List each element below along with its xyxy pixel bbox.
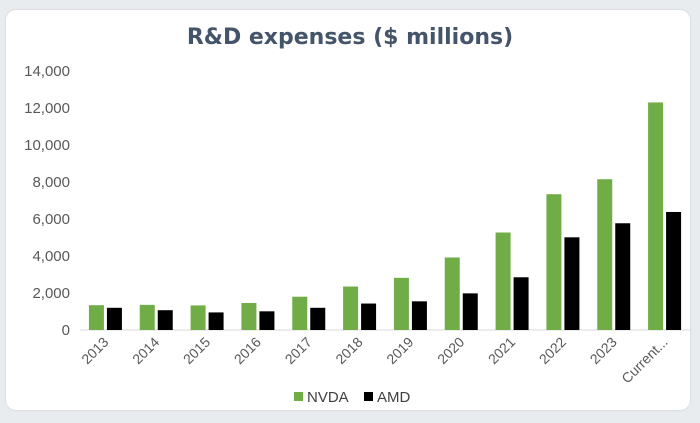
x-tick-label: 2014: [129, 334, 162, 367]
y-tick-label: 0: [62, 322, 70, 339]
x-tick-label: 2016: [231, 334, 264, 367]
y-tick-label: 12,000: [24, 100, 70, 117]
x-axis: 2013 2014 2015 2016 2017 2018 2019 2020 2021 2022…: [78, 334, 671, 387]
bar-amd-current: [666, 211, 682, 330]
bar-nvda-2018: [343, 286, 359, 330]
x-tick-label: 2015: [180, 334, 213, 367]
legend-label-amd: AMD: [377, 389, 411, 406]
x-tick-label: 2019: [383, 334, 416, 367]
y-axis: 0 2,000 4,000 6,000 8,000 10,000 12,000 14,000: [24, 63, 70, 339]
x-tick-label: 2017: [282, 334, 315, 367]
bar-nvda-2014: [139, 304, 155, 330]
bar-amd-2017: [310, 307, 326, 330]
bar-amd-2022: [564, 237, 580, 330]
x-tick-label: 2021: [485, 334, 518, 367]
bar-nvda-2013: [88, 305, 104, 330]
x-tick-label: 2018: [332, 334, 365, 367]
bar-amd-2018: [361, 303, 377, 330]
y-tick-label: 8,000: [32, 174, 70, 191]
bar-amd-2023: [615, 223, 631, 330]
y-tick-label: 14,000: [24, 63, 70, 80]
bar-nvda-2023: [597, 179, 613, 330]
bar-nvda-2022: [546, 194, 562, 330]
bar-amd-2020: [462, 293, 478, 330]
y-tick-label: 10,000: [24, 137, 70, 154]
bar-amd-2016: [259, 311, 275, 330]
x-tick-label: 2013: [78, 334, 111, 367]
legend-swatch-nvda: [294, 392, 303, 401]
bar-nvda-2016: [241, 302, 257, 330]
bar-nvda-2015: [190, 305, 206, 330]
bar-nvda-2019: [393, 277, 409, 330]
bar-amd-2013: [106, 307, 122, 330]
bar-nvda-current: [648, 102, 664, 330]
legend-label-nvda: NVDA: [307, 389, 349, 406]
y-tick-label: 2,000: [32, 285, 70, 302]
legend: NVDA AMD: [294, 389, 411, 406]
x-tick-label: 2022: [536, 334, 569, 367]
bars-group: [88, 102, 682, 330]
bar-amd-2021: [513, 277, 529, 330]
bar-amd-2015: [208, 312, 224, 330]
x-tick-label: 2023: [587, 334, 620, 367]
bar-amd-2019: [411, 301, 427, 330]
y-tick-label: 6,000: [32, 211, 70, 228]
x-tick-label: Current...: [618, 334, 671, 387]
y-tick-label: 4,000: [32, 248, 70, 265]
chart-card: [6, 10, 690, 410]
bar-nvda-2021: [495, 232, 511, 330]
bar-nvda-2017: [292, 296, 308, 330]
legend-swatch-amd: [364, 392, 373, 401]
bar-nvda-2020: [444, 257, 460, 330]
x-tick-label: 2020: [434, 334, 467, 367]
bar-amd-2014: [157, 310, 173, 330]
chart-title: R&D expenses ($ millions): [187, 25, 513, 50]
